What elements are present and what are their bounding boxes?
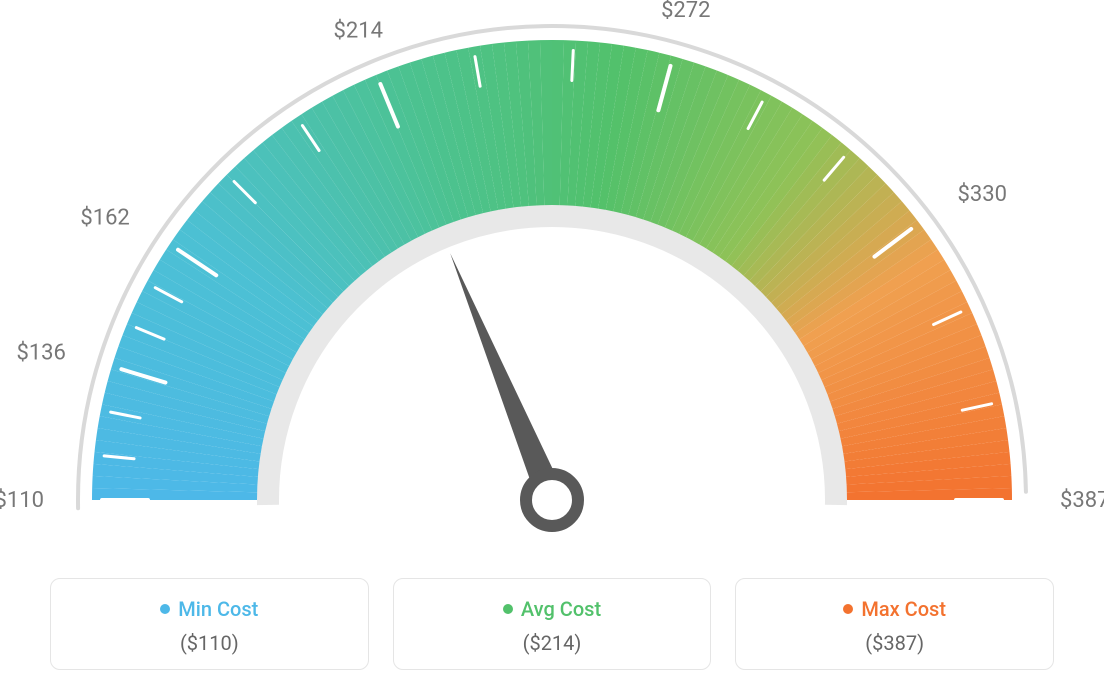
- svg-text:$214: $214: [334, 18, 383, 43]
- legend-dot-min: [160, 604, 170, 614]
- legend-card-min: Min Cost ($110): [50, 578, 369, 670]
- svg-text:$162: $162: [80, 205, 129, 230]
- svg-text:$330: $330: [957, 182, 1006, 207]
- legend-title-max: Max Cost: [843, 597, 946, 621]
- legend-label-min: Min Cost: [178, 597, 258, 621]
- legend-label-avg: Avg Cost: [521, 597, 601, 621]
- legend-card-max: Max Cost ($387): [735, 578, 1054, 670]
- legend-dot-avg: [503, 604, 513, 614]
- cost-gauge: $110 $136 $162 $214 $272 $330 $387: [0, 0, 1104, 560]
- legend-value-min: ($110): [61, 631, 358, 655]
- legend-value-avg: ($214): [404, 631, 701, 655]
- legend-value-max: ($387): [746, 631, 1043, 655]
- legend-card-avg: Avg Cost ($214): [393, 578, 712, 670]
- svg-text:$136: $136: [16, 340, 65, 365]
- legend-dot-max: [843, 604, 853, 614]
- legend-label-max: Max Cost: [861, 597, 946, 621]
- svg-text:$110: $110: [0, 488, 44, 513]
- svg-text:$387: $387: [1060, 488, 1104, 513]
- svg-text:$272: $272: [661, 0, 710, 23]
- legend-title-min: Min Cost: [160, 597, 258, 621]
- legend-row: Min Cost ($110) Avg Cost ($214) Max Cost…: [50, 578, 1054, 670]
- gauge-svg: $110 $136 $162 $214 $272 $330 $387: [0, 0, 1104, 560]
- legend-title-avg: Avg Cost: [503, 597, 601, 621]
